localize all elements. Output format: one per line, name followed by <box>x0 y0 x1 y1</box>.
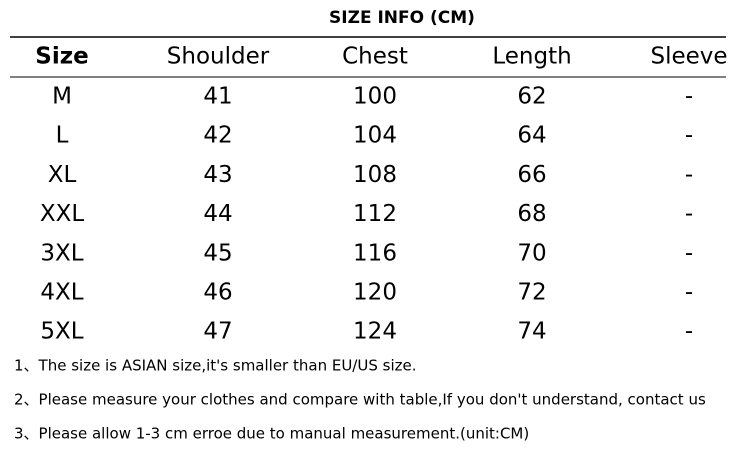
table-cell: 44 <box>203 201 232 227</box>
table-cell: 104 <box>353 123 397 149</box>
header-cell: Sleeve <box>650 44 727 70</box>
table-cell: 120 <box>353 280 397 306</box>
header-cell: Size <box>35 44 88 70</box>
table-cell: 112 <box>353 201 397 227</box>
table-cell: 66 <box>517 162 546 188</box>
table-cell: XL <box>48 162 77 188</box>
table-cell: 41 <box>203 84 232 110</box>
table-cell: 4XL <box>40 280 83 306</box>
table-cell: 74 <box>517 319 546 345</box>
table-cell: - <box>685 240 693 266</box>
table-cell: 64 <box>517 123 546 149</box>
table-cell: 3XL <box>40 240 83 266</box>
table-cell: 45 <box>203 240 232 266</box>
table-cell: 100 <box>353 84 397 110</box>
table-cell: 46 <box>203 280 232 306</box>
table-cell: 62 <box>517 84 546 110</box>
header-cell: Shoulder <box>167 44 270 70</box>
table-cell: - <box>685 162 693 188</box>
table-cell: 72 <box>517 280 546 306</box>
table-cell: 47 <box>203 319 232 345</box>
table-cell: - <box>685 123 693 149</box>
table-cell: - <box>685 319 693 345</box>
table-cell: 124 <box>353 319 397 345</box>
table-cell: 116 <box>353 240 397 266</box>
table-cell: - <box>685 201 693 227</box>
note: 1、The size is ASIAN size,it's smaller th… <box>14 357 416 375</box>
table-cell: 43 <box>203 162 232 188</box>
title: SIZE INFO (CM) <box>329 8 475 28</box>
table-cell: 42 <box>203 123 232 149</box>
table-cell: 70 <box>517 240 546 266</box>
table-cell: XXL <box>40 201 85 227</box>
table-cell: L <box>56 123 69 149</box>
note: 3、Please allow 1-3 cm erroe due to manua… <box>14 425 529 443</box>
table-cell: - <box>685 84 693 110</box>
header-cell: Length <box>492 44 571 70</box>
table-cell: 5XL <box>40 319 83 345</box>
header-cell: Chest <box>342 44 408 70</box>
note: 2、Please measure your clothes and compar… <box>14 391 706 409</box>
table-cell: 108 <box>353 162 397 188</box>
table-cell: 68 <box>517 201 546 227</box>
table-cell: - <box>685 280 693 306</box>
table-cell: M <box>52 84 72 110</box>
